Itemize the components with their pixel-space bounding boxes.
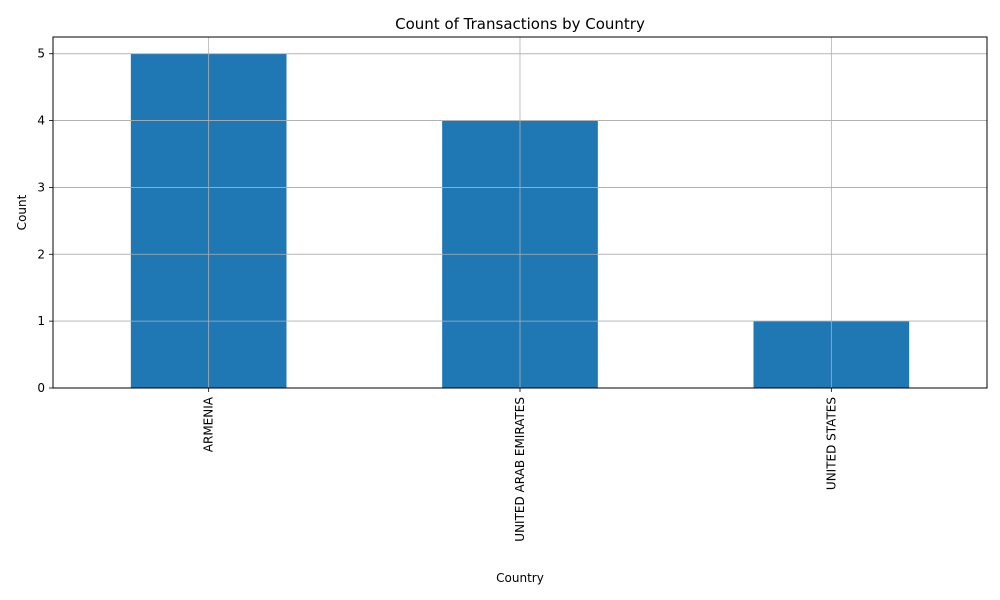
x-tick-label: UNITED ARAB EMIRATES	[513, 397, 527, 542]
y-axis-label: Count	[15, 194, 29, 230]
y-tick-label: 2	[37, 247, 45, 261]
y-tick-label: 4	[37, 114, 45, 128]
x-axis-ticks: ARMENIA UNITED ARAB EMIRATES UNITED STATES	[202, 388, 838, 542]
chart-title: Count of Transactions by Country	[395, 15, 645, 33]
y-tick-label: 1	[37, 314, 45, 328]
y-axis-ticks: 0 1 2 3 4 5	[37, 47, 53, 395]
y-tick-label: 0	[37, 381, 45, 395]
x-axis-label: Country	[496, 571, 544, 585]
y-tick-label: 5	[37, 47, 45, 61]
x-tick-label: ARMENIA	[202, 396, 216, 452]
y-tick-label: 3	[37, 180, 45, 194]
x-tick-label: UNITED STATES	[824, 397, 838, 490]
